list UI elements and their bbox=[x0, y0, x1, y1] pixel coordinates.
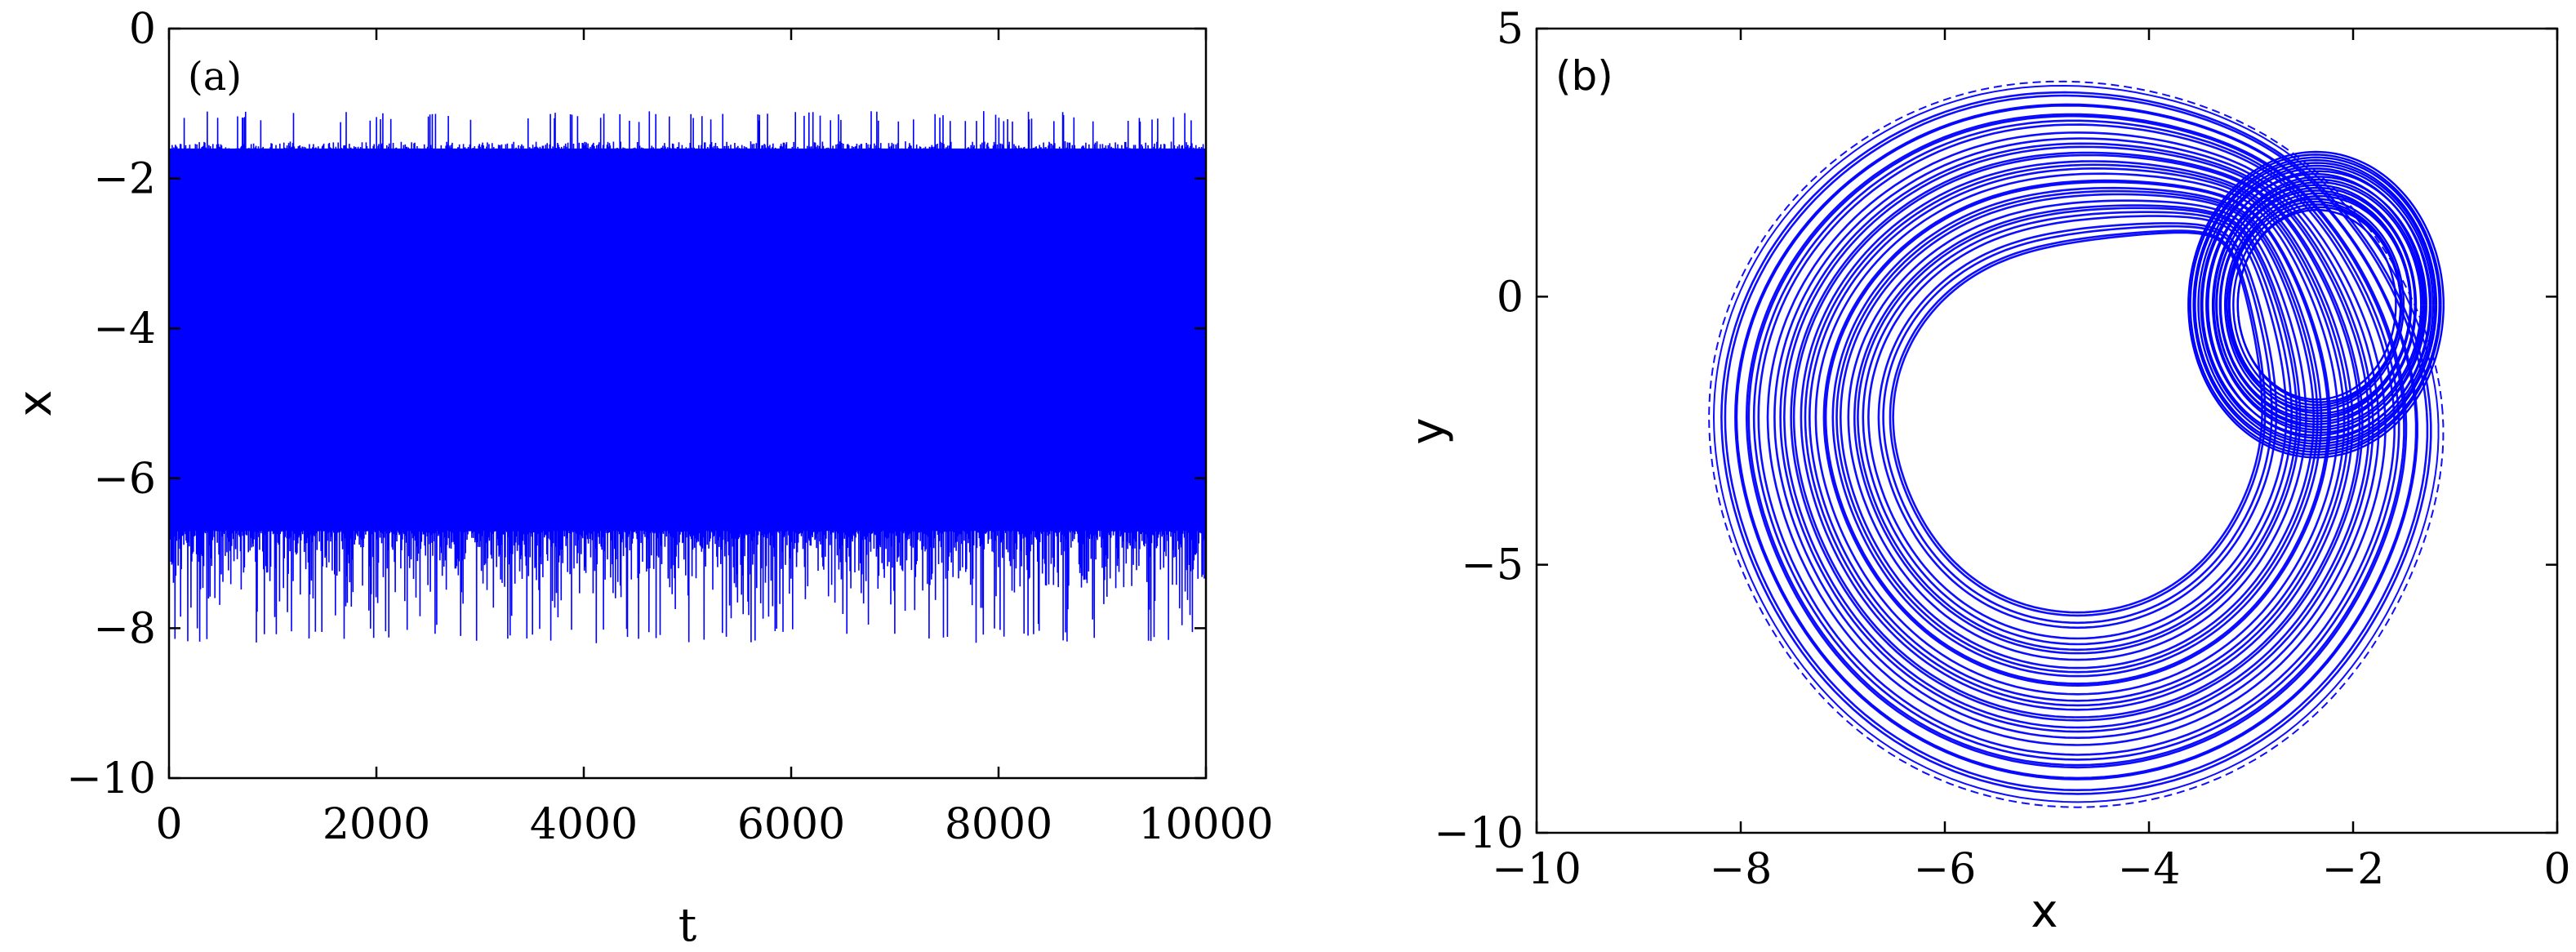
panel-b-xtick-label: −4 bbox=[2118, 845, 2181, 894]
outer-orbit bbox=[1804, 163, 2350, 707]
inner-orbit bbox=[2200, 164, 2435, 445]
inner-orbit bbox=[2194, 158, 2438, 451]
panel-a-xtick-label: 2000 bbox=[323, 800, 430, 849]
panel-b: −10 −8 −6 −4 −2 0 5 0 −5 −10 (b) x y bbox=[1402, 5, 2571, 938]
panel-b-ylabel: y bbox=[1402, 417, 1455, 444]
panel-a-xtick-label: 6000 bbox=[737, 800, 845, 849]
panel-a-xtick-label: 0 bbox=[155, 800, 182, 849]
panel-b-frame bbox=[1535, 27, 2559, 834]
inner-orbit bbox=[2213, 178, 2424, 431]
panel-b-xtick-label: −6 bbox=[1914, 845, 1977, 894]
outer-orbit bbox=[1792, 153, 2361, 718]
panel-b-ytick-label: −10 bbox=[1434, 809, 1524, 858]
panel-a-ytick-label: 0 bbox=[129, 5, 156, 54]
outer-orbit bbox=[1773, 137, 2380, 740]
inner-orbit bbox=[2218, 186, 2416, 423]
phase-portrait-plot bbox=[1708, 80, 2445, 808]
panel-b-xtick-label: −8 bbox=[1710, 845, 1773, 894]
inner-orbit bbox=[2187, 150, 2445, 459]
panel-a-xlabel: t bbox=[678, 899, 697, 952]
panel-b-ticks: −10 −8 −6 −4 −2 0 5 0 −5 −10 bbox=[1434, 5, 2570, 894]
panel-b-xlabel: x bbox=[2031, 885, 2058, 938]
panel-a-ylabel: x bbox=[9, 389, 62, 416]
outer-orbit bbox=[1779, 142, 2374, 733]
outer-orbit bbox=[1877, 222, 2278, 629]
outer-orbit bbox=[1782, 145, 2370, 729]
inner-orbit bbox=[2215, 181, 2423, 429]
panel-a-label: (a) bbox=[188, 54, 242, 100]
inner-orbit bbox=[2223, 192, 2413, 417]
outer-orbit bbox=[1747, 114, 2405, 767]
panel-a-ytick-label: −10 bbox=[66, 754, 156, 803]
panel-b-xtick-label: 0 bbox=[2543, 845, 2570, 894]
panel-a: 0 2000 4000 6000 8000 10000 0 −2 −4 −6 −8 −10 (a) t… bbox=[9, 5, 1274, 952]
inner-orbit bbox=[2205, 172, 2426, 437]
panel-a-xtick-label: 8000 bbox=[945, 800, 1052, 849]
time-series-plot bbox=[169, 111, 1206, 643]
panel-a-frame bbox=[167, 27, 1208, 780]
inner-orbit bbox=[2189, 153, 2442, 456]
panel-a-ytick-label: −2 bbox=[93, 155, 156, 204]
panel-a-ticks: 0 2000 4000 6000 8000 10000 0 −2 −4 −6 −8 −10 bbox=[66, 5, 1273, 849]
panel-a-ytick-label: −8 bbox=[93, 604, 156, 653]
panel-b-ytick-label: 5 bbox=[1497, 5, 1524, 54]
inner-orbit bbox=[2226, 198, 2405, 412]
inner-orbit bbox=[2236, 206, 2402, 403]
panel-a-xtick-label: 4000 bbox=[530, 800, 638, 849]
outer-orbit bbox=[1800, 160, 2354, 711]
inner-orbit bbox=[2201, 167, 2431, 443]
inner-orbit bbox=[2227, 194, 2412, 415]
series-x-trace bbox=[169, 111, 1206, 643]
outer-orbit bbox=[1766, 131, 2387, 746]
outer-orbit bbox=[1708, 80, 2445, 808]
inner-orbit bbox=[2197, 162, 2436, 448]
inner-orbit bbox=[2232, 203, 2402, 407]
outer-orbit bbox=[1745, 113, 2408, 769]
panel-a-xtick-label: 10000 bbox=[1138, 800, 1273, 849]
panel-b-label: (b) bbox=[1555, 52, 1613, 100]
outer-orbit bbox=[1720, 91, 2432, 795]
panel-a-ytick-label: −4 bbox=[93, 305, 156, 354]
panel-b-ytick-label: −5 bbox=[1461, 541, 1524, 590]
panel-b-xtick-label: −2 bbox=[2322, 845, 2385, 894]
inner-orbit bbox=[2192, 156, 2440, 453]
outer-orbit bbox=[1734, 103, 2418, 781]
outer-orbit bbox=[1712, 84, 2440, 803]
panel-a-ytick-label: −6 bbox=[93, 455, 156, 504]
panel-b-xtick-label: −10 bbox=[1492, 845, 1582, 894]
outer-orbit bbox=[1790, 151, 2364, 722]
outer-orbit bbox=[1724, 94, 2429, 792]
outer-orbit bbox=[1752, 119, 2400, 761]
panel-b-ytick-label: 0 bbox=[1497, 273, 1524, 322]
outer-orbit bbox=[1757, 123, 2396, 756]
